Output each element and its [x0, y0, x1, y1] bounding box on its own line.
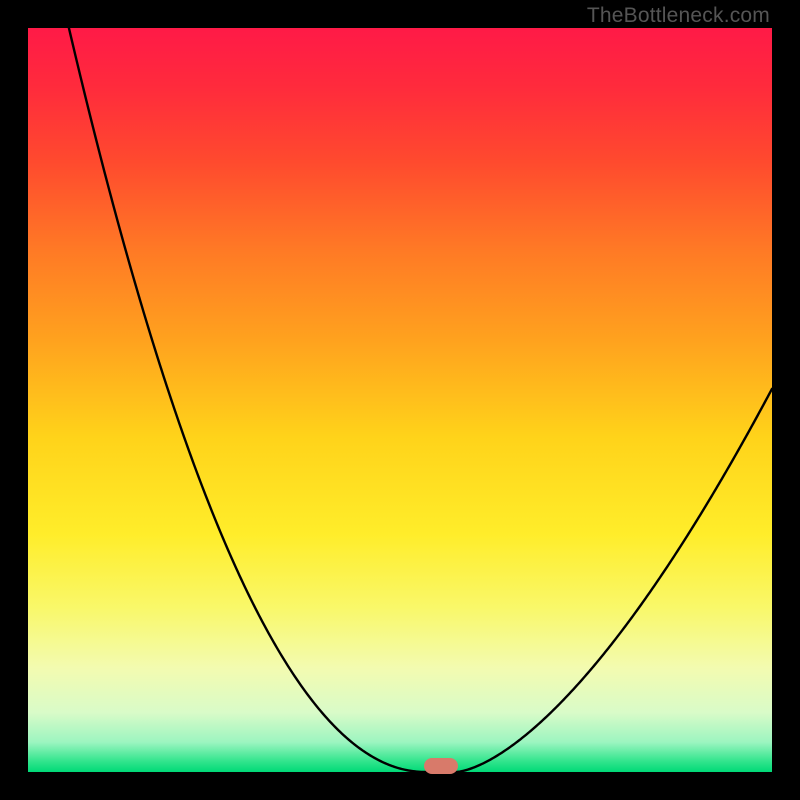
plot-area: [28, 28, 772, 772]
min-marker-pill: [424, 758, 458, 774]
chart-frame: TheBottleneck.com: [0, 0, 800, 800]
bottleneck-curve: [28, 28, 772, 772]
watermark-text: TheBottleneck.com: [587, 4, 770, 28]
